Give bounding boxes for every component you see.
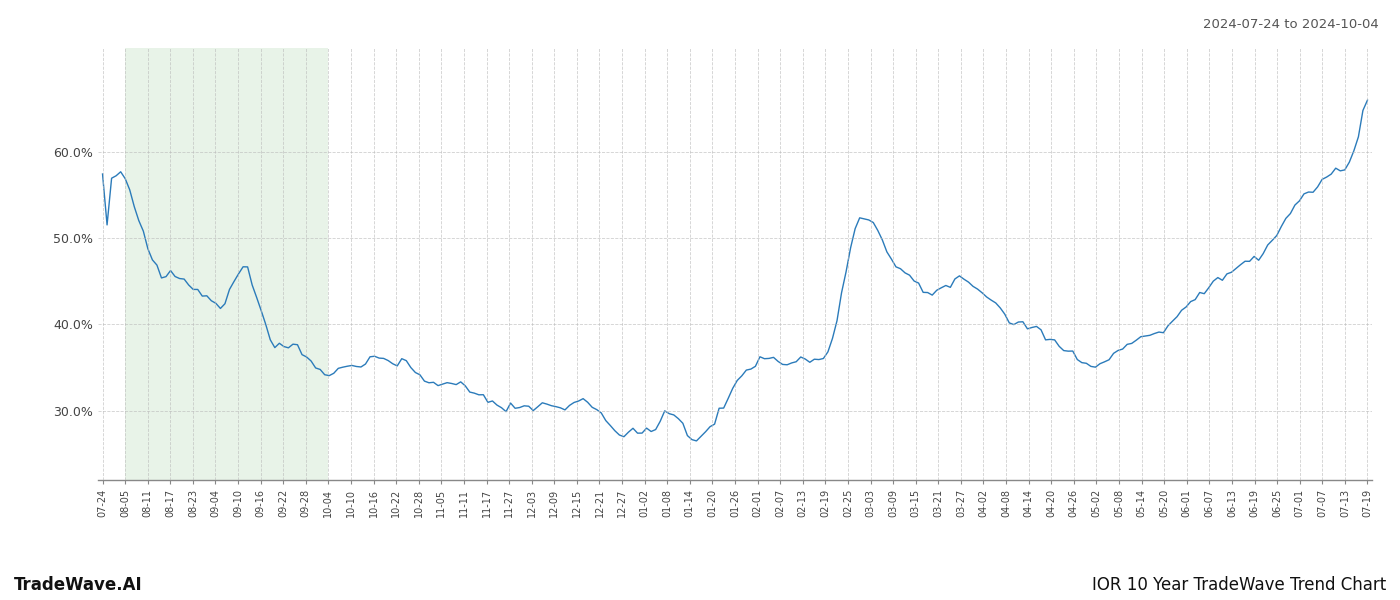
Text: IOR 10 Year TradeWave Trend Chart: IOR 10 Year TradeWave Trend Chart: [1092, 576, 1386, 594]
Text: TradeWave.AI: TradeWave.AI: [14, 576, 143, 594]
Bar: [125, 48, 329, 480]
Text: 2024-07-24 to 2024-10-04: 2024-07-24 to 2024-10-04: [1203, 18, 1379, 31]
